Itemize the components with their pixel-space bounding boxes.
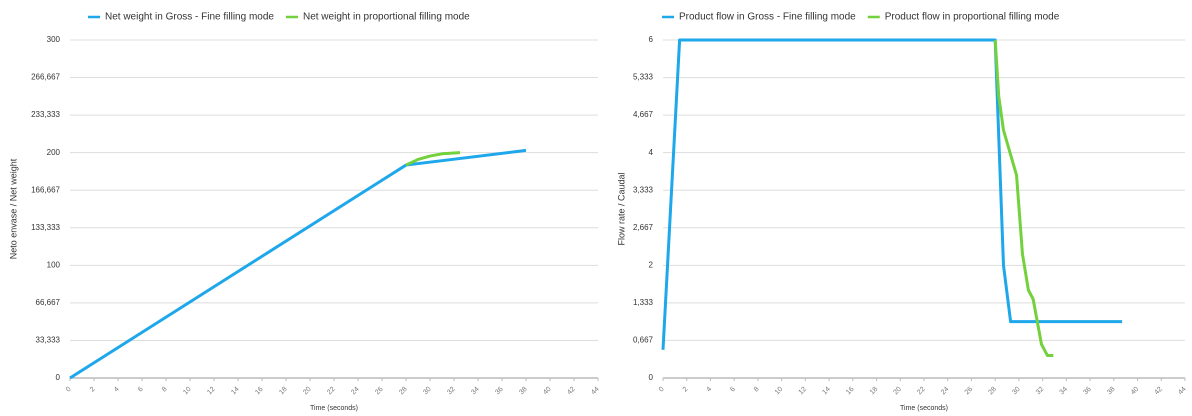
x-tick-label: 42	[1154, 386, 1165, 397]
x-tick-label: 12	[206, 386, 217, 397]
x-tick-label: 40	[542, 386, 553, 397]
legend-label: Net weight in Gross - Fine filling mode	[105, 12, 274, 23]
x-tick-label: 0	[658, 386, 666, 394]
x-tick-label: 6	[137, 386, 145, 394]
y-tick-label: 5,333	[633, 73, 654, 82]
x-tick-label: 14	[821, 386, 832, 397]
y-tick-label: 266,667	[31, 73, 60, 82]
x-tick-label: 40	[1130, 386, 1141, 397]
y-tick-label: 2,667	[633, 223, 654, 232]
x-tick-label: 34	[1059, 386, 1070, 397]
legend-label: Net weight in proportional filling mode	[303, 12, 470, 23]
y-tick-label: 0	[56, 373, 61, 382]
legend-label: Product flow in proportional filling mod…	[885, 12, 1060, 23]
series-line	[993, 39, 1054, 357]
y-tick-label: 100	[47, 260, 61, 269]
x-tick-label: 36	[1082, 386, 1093, 397]
x-tick-label: 8	[753, 386, 761, 394]
x-tick-label: 30	[422, 386, 433, 397]
x-tick-label: 0	[65, 386, 73, 394]
x-tick-label: 28	[987, 386, 998, 397]
x-tick-label: 18	[869, 386, 880, 397]
x-tick-label: 26	[374, 386, 385, 397]
x-tick-label: 4	[113, 386, 121, 394]
x-tick-label: 10	[774, 386, 785, 397]
x-tick-label: 24	[940, 386, 951, 397]
x-axis-title: Time (seconds)	[310, 405, 358, 412]
y-tick-label: 2	[649, 260, 654, 269]
y-tick-label: 233,333	[31, 110, 60, 119]
y-tick-label: 4	[649, 148, 654, 157]
x-tick-label: 16	[845, 386, 856, 397]
x-tick-label: 20	[893, 386, 904, 397]
y-tick-label: 4,667	[633, 110, 654, 119]
x-tick-label: 32	[446, 386, 457, 397]
x-tick-label: 44	[590, 386, 601, 397]
x-tick-label: 36	[494, 386, 505, 397]
x-tick-label: 12	[798, 386, 809, 397]
x-tick-label: 34	[470, 386, 481, 397]
y-tick-label: 300	[47, 35, 61, 44]
x-tick-label: 24	[350, 386, 361, 397]
x-tick-label: 30	[1011, 386, 1022, 397]
x-tick-label: 10	[182, 386, 193, 397]
x-tick-label: 38	[1106, 386, 1117, 397]
series-line	[661, 38, 1123, 350]
x-tick-label: 2	[682, 386, 690, 394]
x-tick-label: 28	[398, 386, 409, 397]
x-tick-label: 2	[89, 386, 97, 394]
y-tick-label: 6	[649, 35, 654, 44]
y-tick-label: 66,667	[36, 298, 61, 307]
x-tick-label: 8	[161, 386, 169, 394]
y-tick-label: 0	[649, 373, 654, 382]
y-tick-label: 166,667	[31, 185, 60, 194]
y-axis-title: Flow rate / Caudal	[616, 172, 626, 245]
x-tick-label: 14	[230, 386, 241, 397]
y-tick-label: 3,333	[633, 185, 654, 194]
y-tick-label: 133,333	[31, 223, 60, 232]
x-tick-label: 18	[278, 386, 289, 397]
x-tick-label: 6	[729, 386, 737, 394]
x-tick-label: 44	[1177, 386, 1188, 397]
x-tick-label: 22	[916, 386, 927, 397]
x-axis-title: Time (seconds)	[900, 405, 948, 412]
y-tick-label: 200	[47, 148, 61, 157]
x-tick-label: 32	[1035, 386, 1046, 397]
x-tick-label: 26	[964, 386, 975, 397]
x-tick-label: 38	[518, 386, 529, 397]
x-tick-label: 20	[302, 386, 313, 397]
series-line	[405, 151, 461, 167]
x-tick-label: 16	[254, 386, 265, 397]
series-line	[69, 148, 527, 380]
y-axis-title: Neto envase / Net weight	[8, 158, 18, 259]
x-tick-label: 22	[326, 386, 337, 397]
legend-label: Product flow in Gross - Fine filling mod…	[679, 12, 856, 23]
y-tick-label: 0,667	[633, 336, 654, 345]
y-tick-label: 33,333	[36, 336, 61, 345]
x-tick-label: 42	[566, 386, 577, 397]
x-tick-label: 4	[705, 386, 713, 394]
y-tick-label: 1,333	[633, 298, 654, 307]
